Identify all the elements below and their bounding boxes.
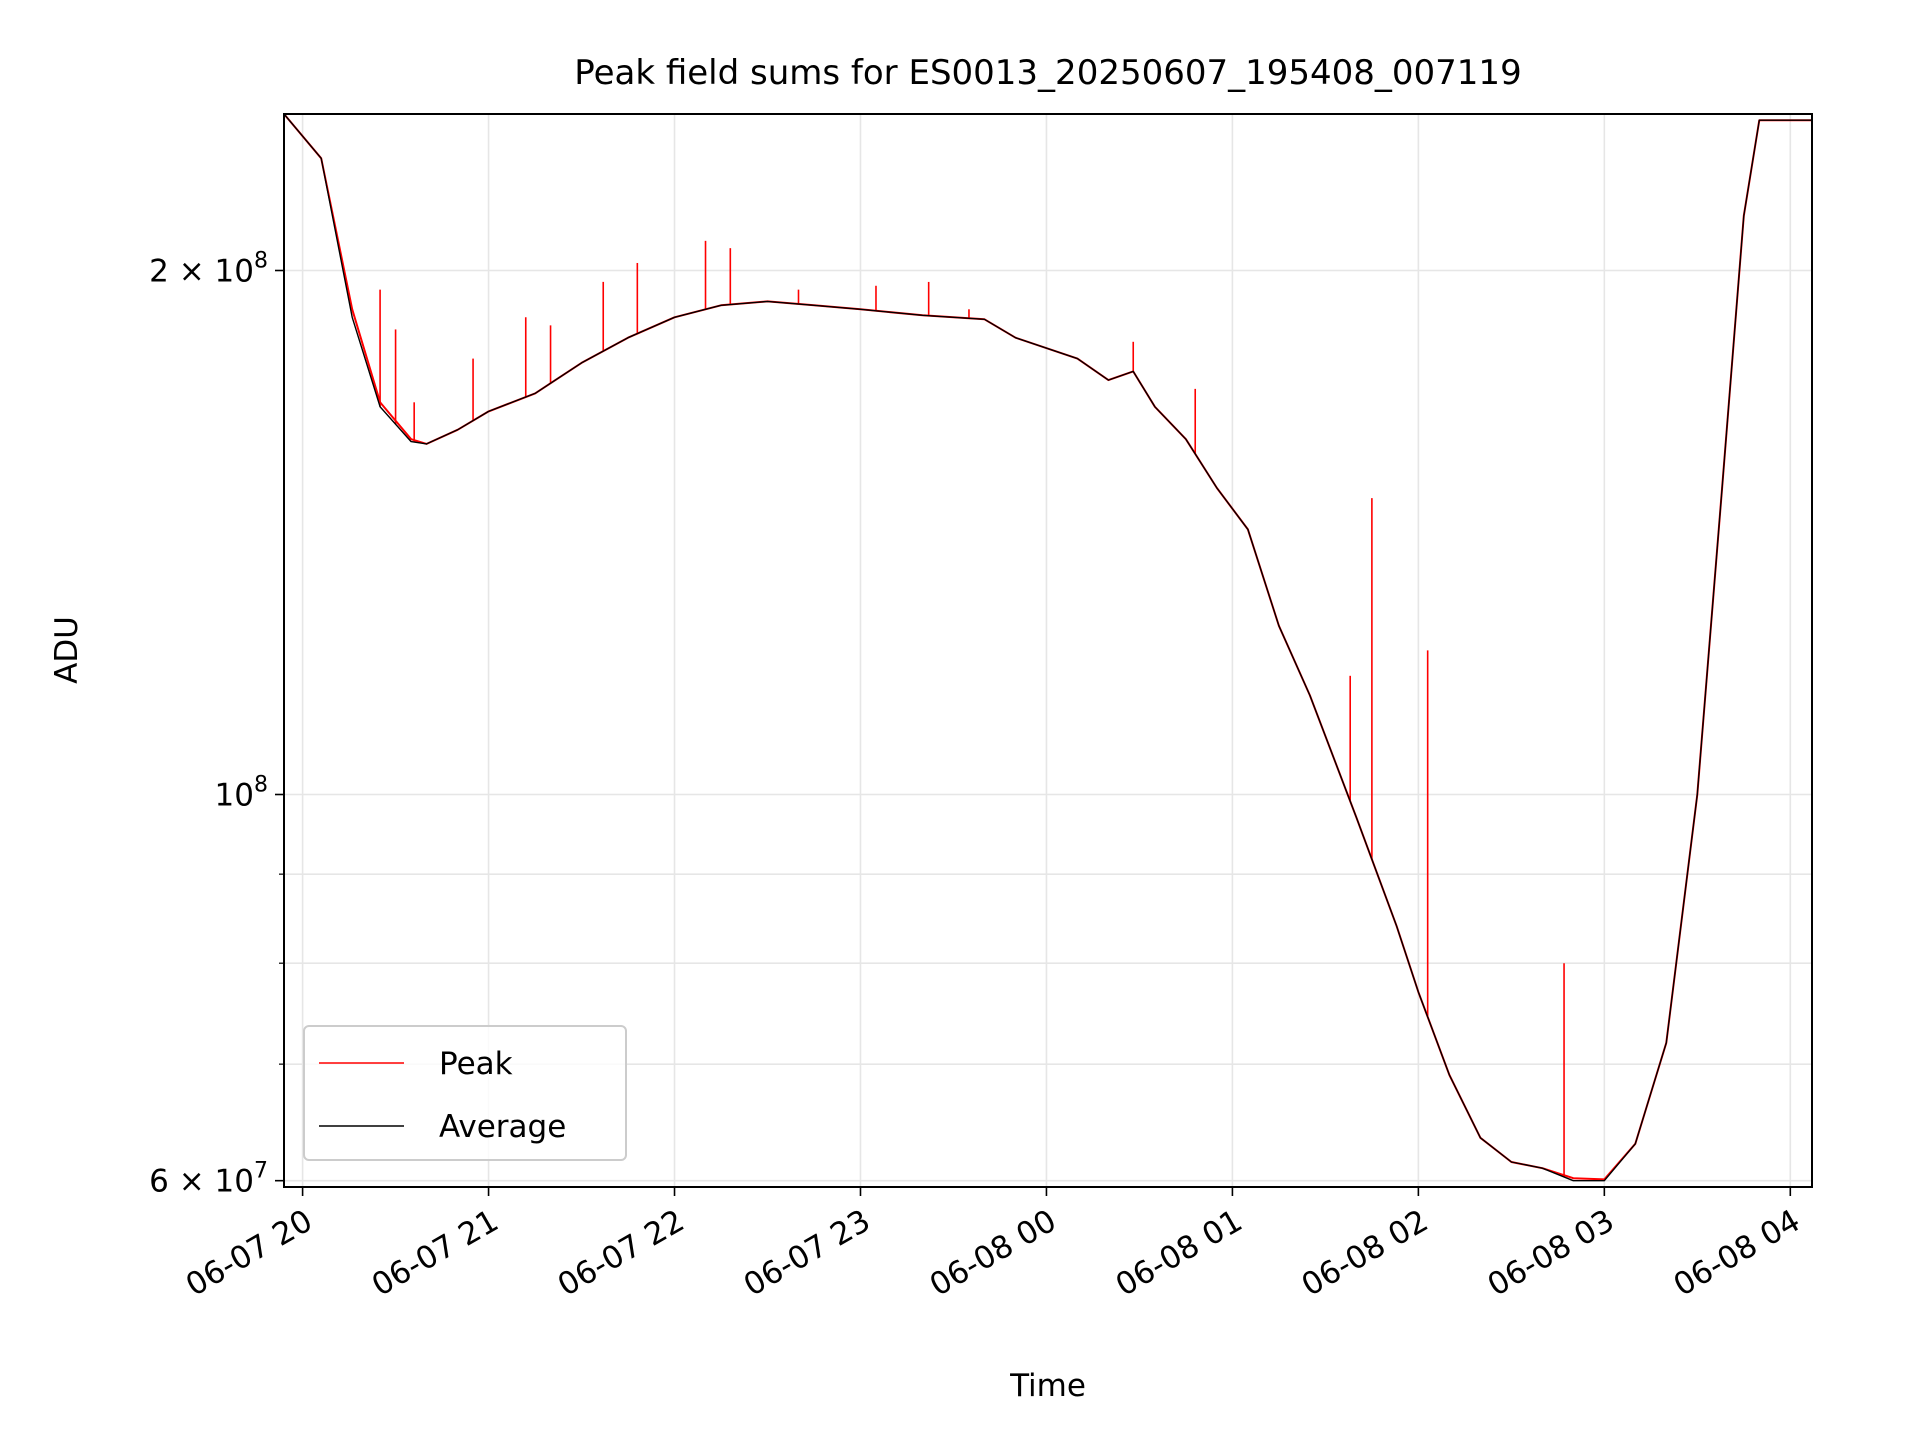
y-tick-label: 108 [215, 773, 268, 814]
y-tick-label: 2 × 108 [149, 248, 268, 289]
y-axis: 6 × 107 108 2 × 108 [149, 248, 284, 1200]
series-layer [283, 113, 1812, 1182]
chart-title: Peak field sums for ES0013_20250607_1954… [574, 53, 1521, 93]
plot-frame [283, 113, 1813, 1188]
legend-label-average: Average [439, 1109, 566, 1145]
y-tick-label: 6 × 107 [149, 1159, 268, 1200]
y-axis-label: ADU [49, 616, 85, 684]
plot-area [284, 114, 1812, 1187]
legend-label-peak: Peak [439, 1046, 513, 1082]
x-axis-label: Time [1009, 1368, 1086, 1404]
series-line-average [283, 113, 1812, 1182]
legend: Peak Average [303, 1025, 627, 1161]
